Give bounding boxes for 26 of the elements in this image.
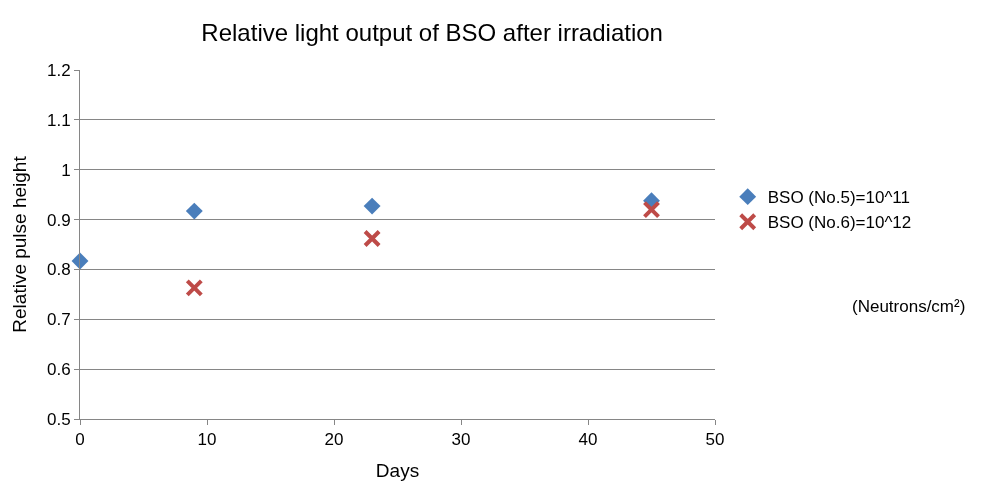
x-tick-label: 30 [451,430,471,450]
y-tick-label: 0.8 [46,260,71,280]
y-tick-label: 0.6 [46,360,71,380]
y-tick-label: 0.9 [46,210,71,230]
x-tick-label: 10 [197,430,217,450]
x-tick-label: 0 [75,430,85,450]
point [185,278,204,297]
y-tick-label: 0.7 [46,310,71,330]
x-tick-label: 40 [578,430,598,450]
y-tick-label: 1 [61,160,71,180]
y-tick-label: 0.5 [46,409,71,429]
text: (Neutrons/cm²) [852,297,966,316]
point [71,252,89,270]
x-axis-title: Days [375,460,420,482]
point [363,229,382,248]
legend-label: BSO (No.6)=10^12 [767,213,912,233]
y-tick-label: 1.2 [46,60,71,80]
legend-label: BSO (No.5)=10^11 [767,188,911,208]
chart-title: Relative light output of BSO after irradiation [201,19,663,47]
x-tick-label: 20 [324,430,344,450]
point [185,202,203,220]
y-tick-label: 1.1 [46,110,71,130]
point [363,197,381,215]
x-tick-label: 50 [705,430,725,450]
y-axis-title: Relative pulse height [8,155,30,333]
point [642,200,661,219]
